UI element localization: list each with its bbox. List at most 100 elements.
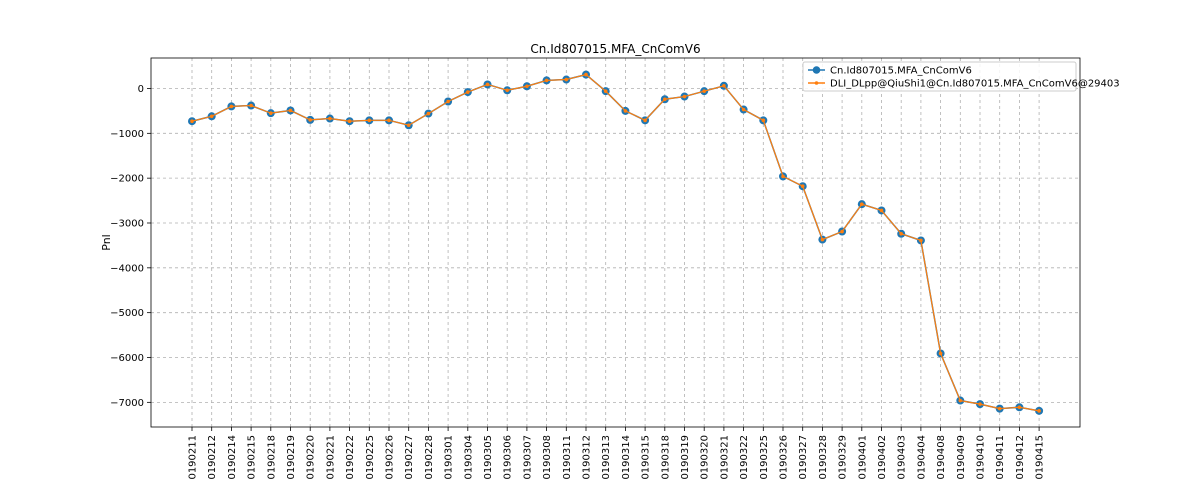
data-point [860, 202, 864, 206]
legend-label: Cn.Id807015.MFA_CnComV6 [830, 66, 972, 77]
data-point [761, 118, 766, 123]
series-1 [188, 70, 1044, 415]
x-tick-label: 20190313 [601, 435, 612, 480]
x-tick-label: 20190327 [798, 435, 809, 480]
data-point [229, 104, 234, 109]
y-tick-label: −1000 [110, 129, 144, 140]
data-point [505, 88, 510, 93]
x-tick-label: 20190226 [385, 435, 396, 480]
data-point [367, 118, 372, 123]
legend-marker [814, 81, 819, 85]
legend-box [802, 61, 1077, 92]
data-point [564, 77, 569, 82]
data-point [328, 116, 332, 121]
x-axis-ticks: 20190211 20190212 20190214 20190215 20190218… [188, 427, 1046, 480]
y-tick-label: −2000 [110, 174, 144, 185]
series-layer [188, 70, 1044, 415]
y-tick-label: −5000 [110, 308, 144, 319]
x-tick-label: 20190312 [582, 435, 593, 480]
x-tick-label: 20190411 [995, 435, 1006, 480]
data-point [663, 97, 667, 102]
x-tick-label: 20190225 [365, 435, 376, 480]
x-tick-label: 20190319 [680, 435, 691, 480]
x-tick-label: 20190304 [463, 435, 474, 480]
data-point [1017, 405, 1022, 410]
x-tick-label: 20190401 [857, 435, 868, 480]
x-tick-label: 20190318 [660, 435, 671, 480]
data-point [249, 103, 253, 108]
data-point [938, 351, 943, 356]
x-tick-label: 20190315 [641, 435, 652, 480]
data-point [190, 119, 194, 124]
data-point [466, 90, 470, 94]
data-point [958, 398, 963, 403]
series-2 [190, 72, 1041, 413]
x-tick-label: 20190212 [207, 435, 218, 480]
x-tick-label: 20190214 [227, 435, 238, 480]
data-point [446, 99, 450, 104]
plot-frame [150, 57, 1081, 428]
x-tick-label: 20190227 [404, 435, 415, 480]
y-tick-label: −4000 [110, 263, 144, 274]
data-point [820, 237, 825, 242]
x-tick-label: 20190412 [1015, 435, 1026, 480]
x-tick-label: 20190410 [976, 435, 987, 480]
data-point [702, 89, 706, 93]
y-tick-label: −7000 [110, 398, 144, 409]
data-point [781, 174, 785, 179]
x-tick-label: 20190219 [286, 435, 297, 480]
legend-label: DLI_DLpp@QiuShi1@Cn.Id807015.MFA_CnComV6… [830, 79, 1120, 90]
x-tick-label: 20190321 [719, 435, 730, 480]
data-point [387, 118, 391, 123]
data-point [1037, 409, 1041, 413]
x-tick-label: 20190402 [877, 435, 888, 480]
data-point [288, 108, 293, 113]
grid [151, 58, 1080, 427]
x-tick-label: 20190308 [542, 435, 553, 480]
y-tick-label: −3000 [110, 218, 144, 229]
data-point [269, 111, 273, 115]
x-tick-label: 20190222 [345, 435, 356, 480]
legend: Cn.Id807015.MFA_CnComV6 DLI_DLpp@QiuShi1@… [802, 61, 1120, 92]
y-axis-label: Pnl [100, 234, 113, 250]
x-tick-label: 20190415 [1035, 435, 1046, 480]
x-tick-label: 20190326 [779, 435, 790, 480]
x-tick-label: 20190221 [325, 435, 336, 480]
y-tick-label: 0 [138, 84, 144, 95]
x-tick-label: 20190325 [759, 435, 770, 480]
data-point [919, 238, 923, 243]
series-line [191, 73, 1040, 412]
x-tick-label: 20190408 [936, 435, 947, 480]
x-tick-label: 20190322 [739, 435, 750, 480]
x-tick-label: 20190329 [838, 435, 849, 480]
legend-entry: DLI_DLpp@QiuShi1@Cn.Id807015.MFA_CnComV6… [808, 79, 1120, 90]
data-point [308, 118, 313, 122]
x-tick-label: 20190307 [522, 435, 533, 480]
y-tick-label: −6000 [110, 353, 144, 364]
data-point [544, 78, 549, 83]
x-tick-label: 20190228 [424, 435, 435, 480]
x-tick-label: 20190218 [266, 435, 277, 480]
x-tick-label: 20190409 [956, 435, 967, 480]
data-point [840, 229, 844, 234]
x-tick-label: 20190211 [188, 435, 199, 480]
data-point [603, 89, 608, 93]
data-point [643, 118, 647, 123]
legend-marker [812, 66, 821, 74]
legend-entry: Cn.Id807015.MFA_CnComV6 [808, 66, 972, 77]
data-point [525, 84, 529, 89]
data-point [978, 402, 982, 406]
x-tick-label: 20190314 [621, 435, 632, 480]
x-tick-label: 20190215 [247, 435, 258, 480]
data-point [682, 94, 687, 99]
data-point [899, 231, 903, 236]
data-point [406, 123, 411, 128]
data-point [485, 82, 490, 87]
x-tick-label: 20190306 [503, 435, 514, 480]
data-point [584, 72, 588, 77]
data-point [623, 109, 628, 113]
chart-title: Cn.Id807015.MFA_CnComV6 [530, 42, 700, 56]
x-tick-label: 20190403 [897, 435, 908, 480]
